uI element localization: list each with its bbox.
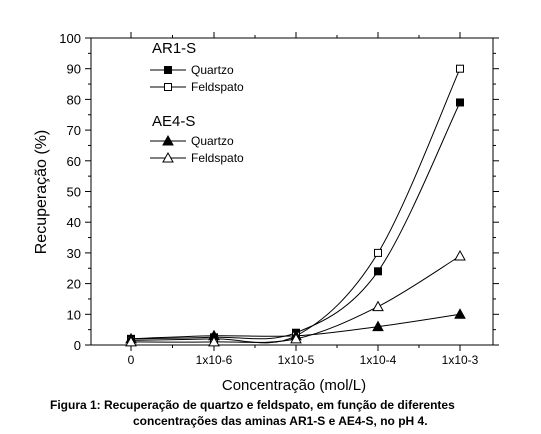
marker-square [374, 248, 382, 257]
marker-triangle [372, 320, 384, 332]
caption-line-1: Figura 1: Recuperação de quartzo e felds… [50, 398, 455, 412]
x-tick-label: 0 [128, 353, 135, 367]
marker-triangle [290, 332, 302, 344]
legend-label: Quartzo [191, 63, 234, 77]
y-tick-label: 40 [67, 215, 81, 230]
y-tick-label: 0 [74, 338, 81, 353]
marker-triangle [162, 134, 174, 146]
marker-square [164, 66, 172, 74]
series-line [130, 102, 461, 340]
legend-label: Feldspato [191, 151, 244, 165]
x-tick-label: 1x10-3 [442, 353, 479, 367]
figure-caption: Figura 1: Recuperação de quartzo e felds… [0, 397, 541, 429]
y-tick-label: 20 [67, 277, 81, 292]
chart: 0 10 20 30 40 50 60 70 80 90 100 0 1x10-6 1x10-5 1x10-… [33, 31, 499, 394]
series-line [130, 68, 461, 344]
marker-square [164, 83, 172, 91]
legend-title: AE4-S [152, 113, 195, 130]
y-tick-label: 90 [67, 62, 81, 77]
y-tick-label: 70 [67, 123, 81, 138]
x-tick-label: 1x10-6 [196, 353, 233, 367]
plot-frame [90, 37, 494, 346]
y-tick-label: 10 [67, 307, 81, 322]
series-ar1-s-feldspato [127, 64, 464, 345]
x-tick-label: 1x10-4 [360, 353, 397, 367]
caption-line-2: concentrações das aminas AR1-S e AE4-S, … [133, 414, 428, 428]
series-ar1-s-quartzo [127, 98, 464, 343]
x-axis-label: Concentração (mol/L) [222, 377, 366, 394]
legend-label: Quartzo [191, 134, 234, 148]
y-tick-label: 60 [67, 154, 81, 169]
marker-triangle [162, 151, 174, 163]
marker-triangle [454, 308, 466, 319]
legend: AR1-S Quartzo Feldspato AE4-S Quartzo Feldspa… [150, 40, 244, 165]
marker-triangle [372, 300, 384, 312]
marker-square [456, 98, 464, 107]
marker-triangle [454, 249, 466, 261]
y-tick-label: 50 [67, 185, 81, 200]
legend-label: Feldspato [191, 80, 244, 94]
legend-title: AR1-S [152, 40, 196, 57]
series-ae4-s-feldspato [125, 249, 466, 347]
x-tick-label: 1x10-5 [278, 353, 315, 367]
marker-square [374, 267, 382, 276]
y-tick-label: 30 [67, 246, 81, 261]
y-tick-label: 100 [59, 31, 81, 46]
marker-triangle [125, 335, 137, 347]
marker-triangle [208, 335, 220, 347]
y-axis-label: Recuperação (%) [33, 130, 50, 255]
marker-square [456, 64, 464, 73]
y-tick-label: 80 [67, 92, 81, 107]
series-layer [125, 64, 466, 347]
axes: 0 10 20 30 40 50 60 70 80 90 100 0 1x10-6 1x10-5 1x10-… [59, 31, 499, 367]
